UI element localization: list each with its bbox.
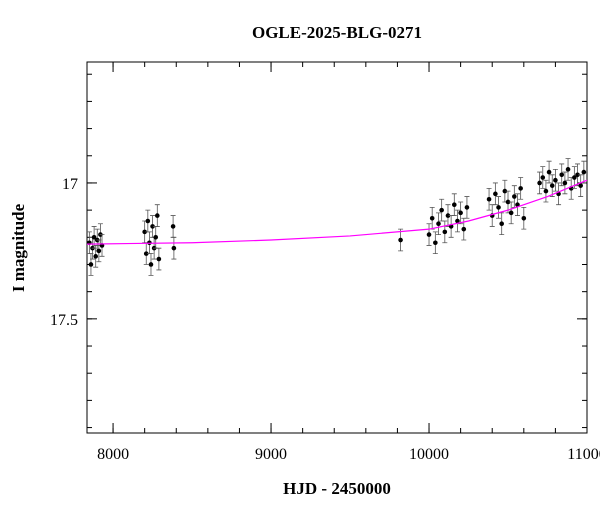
data-point [502, 188, 508, 194]
data-point [439, 207, 444, 213]
data-point [433, 240, 438, 246]
x-axis-label: HJD - 2450000 [283, 479, 391, 498]
data-point [442, 229, 448, 235]
data-point [93, 254, 98, 259]
data-point [436, 221, 441, 227]
data-point [458, 210, 463, 216]
data-point [150, 224, 155, 229]
data-point [505, 199, 511, 205]
x-tick-label: 10000 [409, 446, 449, 463]
data-point [543, 188, 549, 194]
data-point [156, 256, 162, 262]
data-point [461, 226, 467, 232]
data-point [145, 218, 151, 224]
x-tick-label: 9000 [255, 446, 287, 463]
data-point [398, 237, 403, 243]
data-point [486, 196, 492, 202]
data-point [518, 186, 523, 191]
data-point [155, 213, 160, 218]
data-point [170, 224, 176, 229]
plot-frame [86, 61, 588, 434]
x-tick-label: 8000 [97, 446, 129, 463]
data-point [540, 175, 546, 180]
y-axis-label: I magnitude [9, 203, 28, 292]
data-point [143, 251, 149, 256]
x-tick-label: 11000 [567, 446, 600, 463]
data-point [508, 210, 514, 216]
chart-title: OGLE-2025-BLG-0271 [252, 23, 422, 42]
data-point [512, 194, 517, 199]
data-point [91, 235, 97, 240]
y-tick-label: 17.5 [50, 312, 78, 329]
data-point [88, 262, 94, 267]
data-point [96, 248, 102, 254]
data-point [537, 180, 542, 186]
data-point [559, 172, 565, 178]
model-line [86, 179, 588, 245]
data-point [565, 167, 571, 172]
data-point [426, 232, 432, 237]
data-point [549, 183, 555, 188]
data-point [153, 235, 159, 240]
data-point [581, 169, 587, 175]
data-point [496, 205, 501, 210]
data-point [521, 215, 527, 221]
data-point [171, 245, 177, 251]
data-point [493, 191, 498, 197]
data-point [499, 221, 504, 227]
data-point [455, 218, 460, 224]
data-point [148, 262, 154, 267]
data-point [553, 177, 558, 183]
data-point [451, 202, 457, 207]
data-point [445, 213, 451, 218]
data-point [572, 175, 577, 180]
y-tick-label: 17 [62, 176, 78, 193]
data-point [464, 205, 470, 210]
data-point [546, 169, 552, 175]
data-point [578, 183, 583, 188]
data-point [429, 215, 435, 221]
data-point [575, 172, 580, 178]
data-point [142, 229, 147, 235]
data-point [562, 180, 568, 186]
